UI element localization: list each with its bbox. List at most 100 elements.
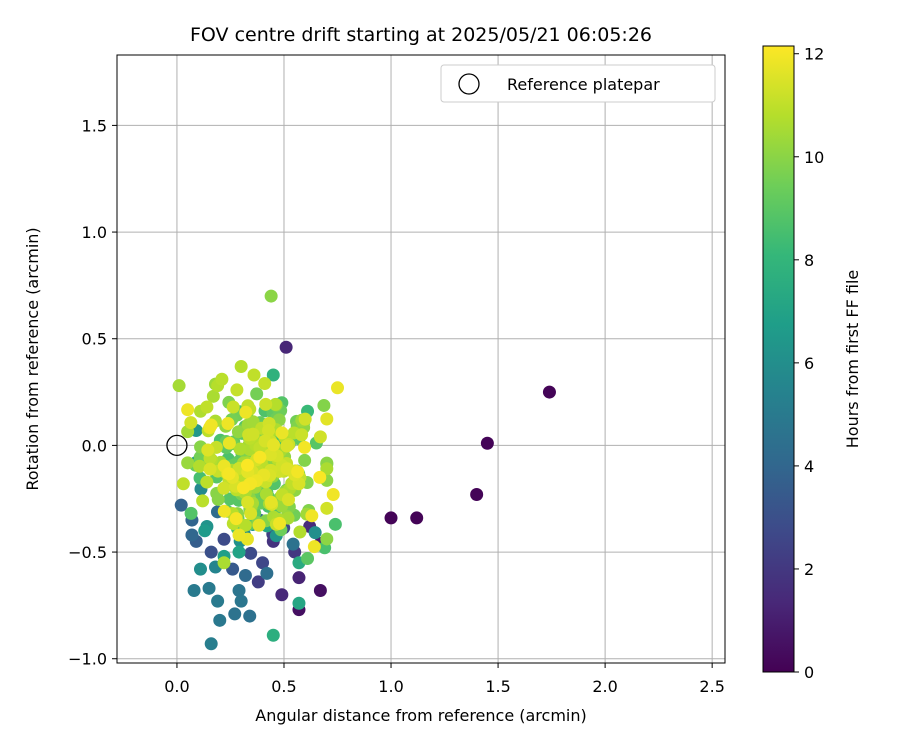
scatter-point bbox=[200, 400, 214, 414]
scatter-point bbox=[201, 443, 215, 457]
scatter-point bbox=[247, 368, 261, 382]
scatter-point bbox=[291, 465, 305, 479]
scatter-point bbox=[217, 481, 231, 495]
scatter-point bbox=[250, 387, 264, 401]
scatter-point bbox=[292, 571, 306, 585]
x-axis-label: Angular distance from reference (arcmin) bbox=[255, 706, 586, 725]
colorbar-tick-label: 0 bbox=[804, 663, 814, 682]
scatter-point bbox=[185, 528, 199, 542]
x-tick-label: 0.0 bbox=[164, 677, 189, 696]
scatter-point bbox=[251, 575, 265, 589]
scatter-point bbox=[266, 628, 280, 642]
colorbar-gradient bbox=[762, 45, 795, 673]
y-tick-label: −0.5 bbox=[68, 543, 107, 562]
scatter-point bbox=[269, 397, 283, 411]
scatter-point bbox=[266, 368, 280, 382]
scatter-point bbox=[286, 537, 300, 551]
y-axis-ticks: −1.0 −0.5 0.0 0.5 1.0 1.5 bbox=[68, 116, 117, 669]
scatter-point bbox=[204, 418, 218, 432]
scatter-point bbox=[264, 495, 278, 509]
legend: Reference platepar bbox=[440, 64, 716, 103]
scatter-point bbox=[293, 525, 307, 539]
chart-title: FOV centre drift starting at 2025/05/21 … bbox=[190, 24, 652, 46]
scatter-points bbox=[172, 289, 556, 651]
scatter-point bbox=[298, 440, 312, 454]
scatter-point bbox=[238, 518, 252, 532]
scatter-point bbox=[192, 459, 206, 473]
x-tick-label: 0.5 bbox=[271, 677, 296, 696]
colorbar-label: Hours from first FF file bbox=[843, 270, 862, 449]
y-tick-label: 0.0 bbox=[82, 436, 107, 455]
scatter-point bbox=[234, 359, 248, 373]
scatter-point bbox=[200, 475, 214, 489]
scatter-point bbox=[470, 487, 484, 501]
scatter-point bbox=[280, 462, 294, 476]
scatter-point bbox=[384, 511, 398, 525]
legend-label-reference: Reference platepar bbox=[507, 75, 660, 94]
scatter-point bbox=[264, 289, 278, 303]
scatter-point bbox=[263, 448, 277, 462]
scatter-point bbox=[206, 389, 220, 403]
scatter-point bbox=[204, 545, 218, 559]
x-axis-ticks: 0.0 0.5 1.0 1.5 2.0 2.5 bbox=[164, 663, 725, 696]
colorbar-tick-label: 6 bbox=[804, 354, 814, 373]
scatter-point bbox=[262, 423, 276, 437]
scatter-point bbox=[232, 528, 246, 542]
scatter-point bbox=[301, 551, 315, 565]
scatter-point bbox=[256, 556, 270, 570]
scatter-point bbox=[231, 425, 245, 439]
scatter-point bbox=[295, 428, 309, 442]
colorbar-tick-label: 4 bbox=[804, 457, 814, 476]
scatter-point bbox=[184, 416, 198, 430]
scatter-point bbox=[202, 581, 216, 595]
scatter-point bbox=[222, 436, 236, 450]
scatter-point bbox=[217, 556, 231, 570]
scatter-point bbox=[246, 427, 260, 441]
scatter-point bbox=[221, 417, 235, 431]
scatter-point bbox=[260, 566, 274, 580]
legend-box bbox=[440, 64, 716, 103]
x-tick-label: 2.5 bbox=[699, 677, 724, 696]
scatter-point bbox=[275, 588, 289, 602]
colorbar-tick-label: 8 bbox=[804, 251, 814, 270]
scatter-point bbox=[320, 412, 334, 426]
colorbar-tick-label: 10 bbox=[804, 148, 824, 167]
scatter-point bbox=[240, 458, 254, 472]
scatter-point bbox=[193, 562, 207, 576]
scatter-point bbox=[292, 596, 306, 610]
scatter-point bbox=[213, 613, 227, 627]
scatter-point bbox=[317, 398, 331, 412]
scatter-point bbox=[234, 594, 248, 608]
scatter-point bbox=[239, 405, 253, 419]
y-tick-label: 1.0 bbox=[82, 223, 107, 242]
x-tick-label: 1.0 bbox=[378, 677, 403, 696]
scatter-point bbox=[181, 456, 195, 470]
scatter-point bbox=[298, 412, 312, 426]
scatter-point bbox=[233, 442, 247, 456]
scatter-point bbox=[542, 385, 556, 399]
scatter-point bbox=[232, 545, 246, 559]
scatter-point bbox=[181, 403, 195, 417]
grid bbox=[117, 55, 725, 663]
scatter-point bbox=[244, 546, 258, 560]
scatter-point bbox=[253, 450, 267, 464]
scatter-point bbox=[241, 495, 255, 509]
scatter-point bbox=[273, 516, 287, 530]
scatter-point bbox=[320, 462, 334, 476]
scatter-point bbox=[187, 583, 201, 597]
scatter-point bbox=[305, 509, 319, 523]
scatter-point bbox=[252, 518, 266, 532]
scatter-point bbox=[222, 467, 236, 481]
scatter-point bbox=[198, 524, 212, 538]
scatter-point bbox=[320, 501, 334, 515]
colorbar-tick-label: 12 bbox=[804, 45, 824, 64]
reference-platepar-marker bbox=[166, 434, 188, 457]
legend-marker-reference bbox=[458, 73, 480, 95]
scatter-point bbox=[217, 504, 231, 518]
scatter-point bbox=[259, 397, 273, 411]
x-tick-label: 1.5 bbox=[485, 677, 510, 696]
scatter-point bbox=[313, 583, 327, 597]
scatter-point bbox=[320, 532, 334, 546]
y-tick-label: 0.5 bbox=[82, 330, 107, 349]
